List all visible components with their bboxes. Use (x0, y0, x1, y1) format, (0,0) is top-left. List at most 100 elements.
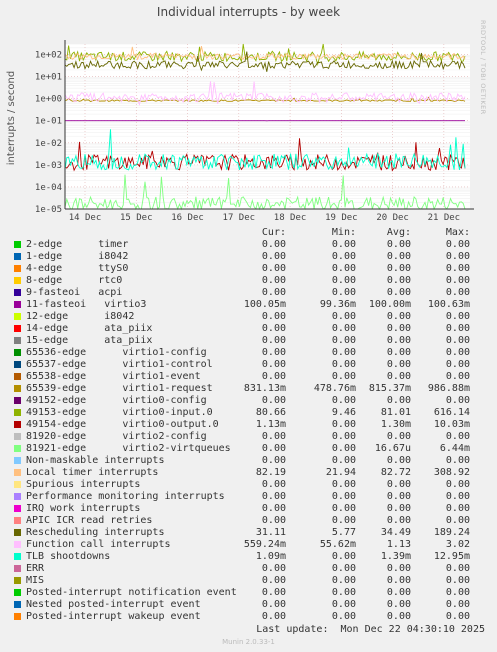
legend-row: Rescheduling interrupts 31.11 5.77 34.49 189… (0, 527, 497, 539)
series-avg-value: 0.00 (386, 563, 411, 574)
series-avg-value: 0.00 (386, 335, 411, 346)
series-max-value: 986.88m (427, 383, 470, 394)
legend-swatch (14, 265, 21, 272)
legend-row: MIS 0.00 0.00 0.00 0.00 (0, 575, 497, 587)
legend-row: Posted-interrupt wakeup event 0.00 0.00 0.0… (0, 611, 497, 623)
legend-swatch (14, 469, 21, 476)
series-max-value: 616.14 (433, 407, 470, 418)
legend-swatch (14, 361, 21, 368)
legend-header: Cur: Min: Avg: Max: (0, 227, 497, 239)
series-cur-value: 1.13m (255, 419, 286, 430)
legend-swatch (14, 541, 21, 548)
y-tick-labels: 1e-05 1e-04 1e-03 1e-02 1e-01 1e+00 1e+01 1e+02 (35, 51, 62, 215)
series-avg-value: 0.00 (386, 515, 411, 526)
legend-row: IRQ work interrupts 0.00 0.00 0.00 0.00 (0, 503, 497, 515)
legend-swatch (14, 445, 21, 452)
series-name: MIS (26, 575, 45, 586)
rrdtool-credit: RRDTOOL / TOBI OETIKER (479, 20, 487, 115)
series-min-value: 0.00 (331, 599, 356, 610)
x-tick-label: 18 Dec (274, 213, 307, 223)
interrupts-chart: 1e-05 1e-04 1e-03 1e-02 1e-01 1e+00 1e+01 1e+02… (6, 40, 474, 223)
legend-row: 49152-edge virtio0-config 0.00 0.00 0.00 0.0… (0, 395, 497, 407)
series-name: 65539-edge virtio1-request (26, 383, 213, 394)
series-cur-value: 100.05m (243, 299, 286, 310)
y-tick-label: 1e+01 (35, 73, 62, 83)
series-cur-value: 0.00 (261, 431, 286, 442)
series-name: 2-edge timer (26, 239, 129, 250)
legend-row: Posted-interrupt notification event 0.00 0… (0, 587, 497, 599)
y-tick-label: 1e-04 (35, 183, 62, 193)
legend-swatch (14, 409, 21, 416)
series-max-value: 0.00 (445, 251, 470, 262)
series-avg-value: 1.30m (380, 419, 411, 430)
series-max-value: 0.00 (445, 359, 470, 370)
series-cur-value: 0.00 (261, 287, 286, 298)
series-min-value: 0.00 (331, 371, 356, 382)
last-update: Last update: Mon Dec 22 04:30:10 2025 (256, 624, 485, 635)
legend-row: Local timer interrupts 82.19 21.94 82.72 308… (0, 467, 497, 479)
series-min-value: 0.00 (331, 587, 356, 598)
series-max-value: 0.00 (445, 347, 470, 358)
series-name: Function call interrupts (26, 539, 171, 550)
series-avg-value: 82.72 (380, 467, 411, 478)
series-avg-value: 0.00 (386, 587, 411, 598)
series-min-value: 5.77 (331, 527, 356, 538)
legend-row: 1-edge i8042 0.00 0.00 0.00 0.00 (0, 251, 497, 263)
series-min-value: 0.00 (331, 335, 356, 346)
legend-swatch (14, 277, 21, 284)
legend-swatch (14, 517, 21, 524)
series-min-value: 0.00 (331, 275, 356, 286)
series-min-value: 0.00 (331, 515, 356, 526)
y-tick-label: 1e-02 (35, 139, 62, 149)
series-cur-value: 0.00 (261, 515, 286, 526)
series-cur-value: 831.13m (243, 383, 286, 394)
series-min-value: 0.00 (331, 491, 356, 502)
legend-row: ERR 0.00 0.00 0.00 0.00 (0, 563, 497, 575)
series-avg-value: 0.00 (386, 251, 411, 262)
series-max-value: 0.00 (445, 239, 470, 250)
series-min-value: 0.00 (331, 575, 356, 586)
series-line (64, 51, 466, 72)
series-avg-value: 0.00 (386, 263, 411, 274)
x-tick-label: 15 Dec (120, 213, 153, 223)
series-name: Posted-interrupt wakeup event (26, 611, 201, 622)
series-min-value: 0.00 (331, 311, 356, 322)
series-avg-value: 0.00 (386, 431, 411, 442)
series-min-value: 99.36m (319, 299, 356, 310)
legend-swatch (14, 601, 21, 608)
series-max-value: 0.00 (445, 479, 470, 490)
series-min-value: 0.00 (331, 347, 356, 358)
series-name: 49154-edge virtio0-output.0 (26, 419, 219, 430)
series-cur-value: 0.00 (261, 251, 286, 262)
legend-swatch (14, 349, 21, 356)
series-cur-value: 0.00 (261, 275, 286, 286)
series-name: Nested posted-interrupt event (26, 599, 201, 610)
series-avg-value: 0.00 (386, 347, 411, 358)
legend-swatch (14, 481, 21, 488)
series-avg-value: 0.00 (386, 575, 411, 586)
series-max-value: 0.00 (445, 323, 470, 334)
legend-swatch (14, 505, 21, 512)
series-cur-value: 0.00 (261, 563, 286, 574)
series-name: TLB shootdowns (26, 551, 111, 562)
series-name: 15-edge ata_piix (26, 335, 153, 346)
legend-swatch (14, 589, 21, 596)
legend-row: 65539-edge virtio1-request 831.13m 478.76m… (0, 383, 497, 395)
series-cur-value: 0.00 (261, 239, 286, 250)
series-name: 14-edge ata_piix (26, 323, 153, 334)
series-min-value: 21.94 (325, 467, 356, 478)
legend-swatch (14, 241, 21, 248)
y-tick-label: 1e-01 (35, 117, 62, 127)
series-max-value: 0.00 (445, 371, 470, 382)
series-name: 65536-edge virtio1-config (26, 347, 207, 358)
series-max-value: 0.00 (445, 575, 470, 586)
series-avg-value: 0.00 (386, 359, 411, 370)
series-max-value: 308.92 (433, 467, 470, 478)
max-header: Max: (445, 227, 470, 238)
series-cur-value: 0.00 (261, 443, 286, 454)
series-min-value: 0.00 (331, 395, 356, 406)
cur-header: Cur: (261, 227, 286, 238)
series-max-value: 189.24 (433, 527, 470, 538)
legend-row: 12-edge i8042 0.00 0.00 0.00 0.00 (0, 311, 497, 323)
series-max-value: 0.00 (445, 311, 470, 322)
